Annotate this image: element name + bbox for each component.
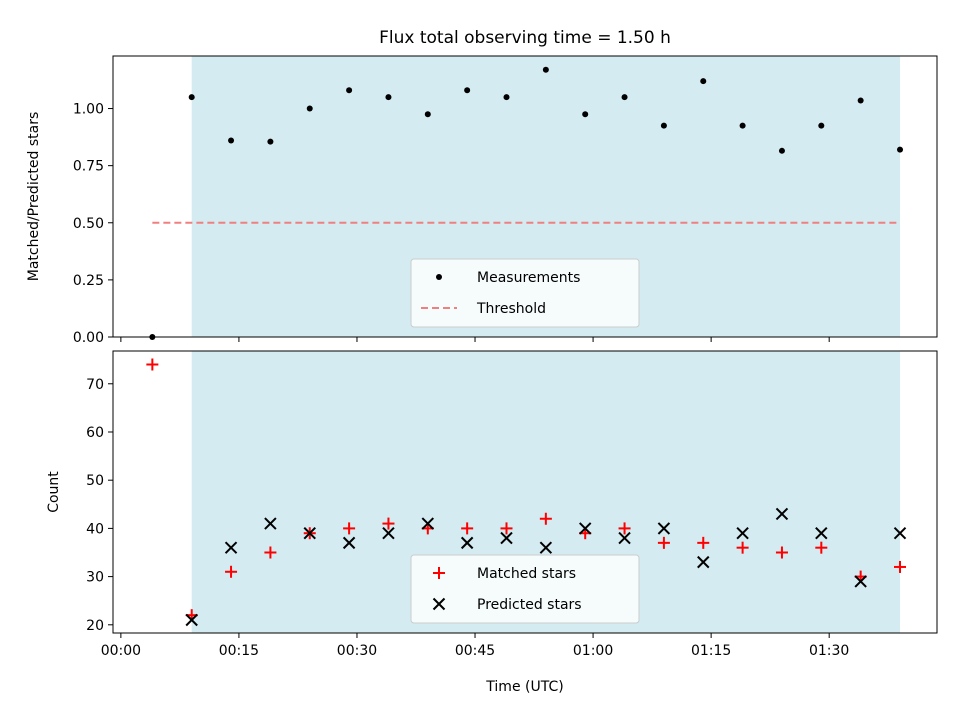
measurement-point	[464, 87, 471, 94]
y-tick-label: 20	[86, 618, 104, 634]
matched-star-point	[697, 536, 710, 549]
measurement-point	[503, 94, 510, 101]
matched-star-point	[657, 536, 670, 549]
x-tick-label: 01:15	[691, 643, 731, 659]
measurement-point	[818, 122, 825, 129]
matched-star-point	[500, 522, 513, 535]
x-tick-label: 00:00	[101, 643, 141, 659]
predicted-star-point	[618, 531, 631, 545]
predicted-star-point	[578, 522, 592, 535]
x-tick-label: 01:30	[809, 643, 849, 659]
x-tick-label: 00:30	[337, 643, 377, 659]
measurement-point	[188, 94, 195, 101]
y-tick-label: 0.25	[73, 273, 104, 289]
y-tick-label: 0.00	[73, 330, 104, 346]
y-tick-label: 1.00	[73, 102, 104, 118]
measurement-point	[621, 94, 628, 101]
y-tick-label: 30	[86, 570, 104, 586]
bottom-panel-counts: 20 30 40 50 60 70 00:00 00:15 00:30 00:45 01:00 01:…	[46, 350, 938, 659]
y-axis-label: Count	[46, 471, 62, 513]
y-tick-label: 70	[86, 377, 104, 393]
predicted-star-point	[185, 613, 198, 627]
measurement-point	[778, 147, 785, 154]
legend-entry-label: Threshold	[476, 301, 546, 317]
matched-star-point	[382, 517, 395, 530]
y-tick-label: 0.50	[73, 216, 104, 232]
y-tick-label: 60	[86, 425, 104, 441]
y-tick-label: 50	[86, 473, 104, 489]
legend-entry-label: Measurements	[477, 270, 580, 286]
matched-star-point	[461, 522, 474, 535]
legend: Measurements Threshold	[410, 258, 640, 328]
predicted-star-point	[264, 517, 277, 530]
measurement-point	[897, 146, 904, 153]
predicted-star-point	[303, 527, 316, 540]
x-tick-label: 00:15	[219, 643, 259, 659]
measurement-point	[542, 66, 549, 73]
measurement-point	[857, 97, 864, 104]
matched-star-point	[343, 522, 356, 535]
predicted-star-point	[697, 555, 710, 569]
y-tick-label: 40	[86, 521, 104, 537]
measurement-point	[700, 78, 707, 85]
matched-star-point	[225, 565, 238, 578]
predicted-star-point	[736, 527, 749, 540]
predicted-star-point	[775, 507, 789, 521]
x-tick-label: 01:00	[573, 643, 613, 659]
matched-star-point	[146, 358, 159, 371]
measurement-point	[267, 138, 274, 145]
matched-star-point	[264, 546, 277, 559]
matched-star-point	[618, 522, 631, 535]
measurement-point	[385, 94, 392, 101]
x-axis-label: Time (UTC)	[485, 679, 563, 695]
y-axis-label: Matched/Predicted stars	[26, 112, 42, 282]
chart-title: Flux total observing time = 1.50 h	[379, 28, 671, 48]
predicted-star-point	[854, 575, 867, 588]
predicted-star-point	[382, 527, 395, 540]
matched-star-point	[539, 512, 552, 525]
matched-star-point	[736, 541, 749, 554]
measurement-point	[582, 111, 589, 118]
measurement-point	[306, 105, 313, 112]
predicted-star-point	[539, 541, 553, 554]
predicted-star-point	[460, 536, 474, 550]
predicted-star-point	[815, 527, 828, 540]
predicted-star-point	[500, 531, 513, 545]
matched-star-point	[775, 546, 788, 559]
axes-frame	[112, 55, 938, 338]
top-panel-ratio: 0.00 0.25 0.50 0.75 1.00 Matched/Predicted st…	[26, 55, 938, 346]
matched-star-point	[815, 541, 828, 554]
predicted-star-point	[342, 536, 356, 550]
y-tick-label: 0.75	[73, 159, 104, 175]
measurement-point	[739, 122, 746, 129]
predicted-star-point	[893, 527, 907, 540]
axes-frame	[112, 350, 938, 634]
measurement-point	[424, 111, 431, 118]
measurement-point	[228, 137, 235, 144]
predicted-star-point	[421, 517, 435, 530]
legend-entry-label: Matched stars	[477, 566, 576, 582]
predicted-star-point	[657, 522, 671, 535]
x-tick-label: 00:45	[455, 643, 495, 659]
legend-entry-label: Predicted stars	[477, 597, 582, 613]
predicted-star-point	[224, 541, 238, 554]
legend: Matched stars Predicted stars	[410, 554, 640, 624]
measurement-point	[660, 122, 667, 129]
matched-star-point	[894, 560, 907, 573]
measurement-point	[346, 87, 353, 94]
